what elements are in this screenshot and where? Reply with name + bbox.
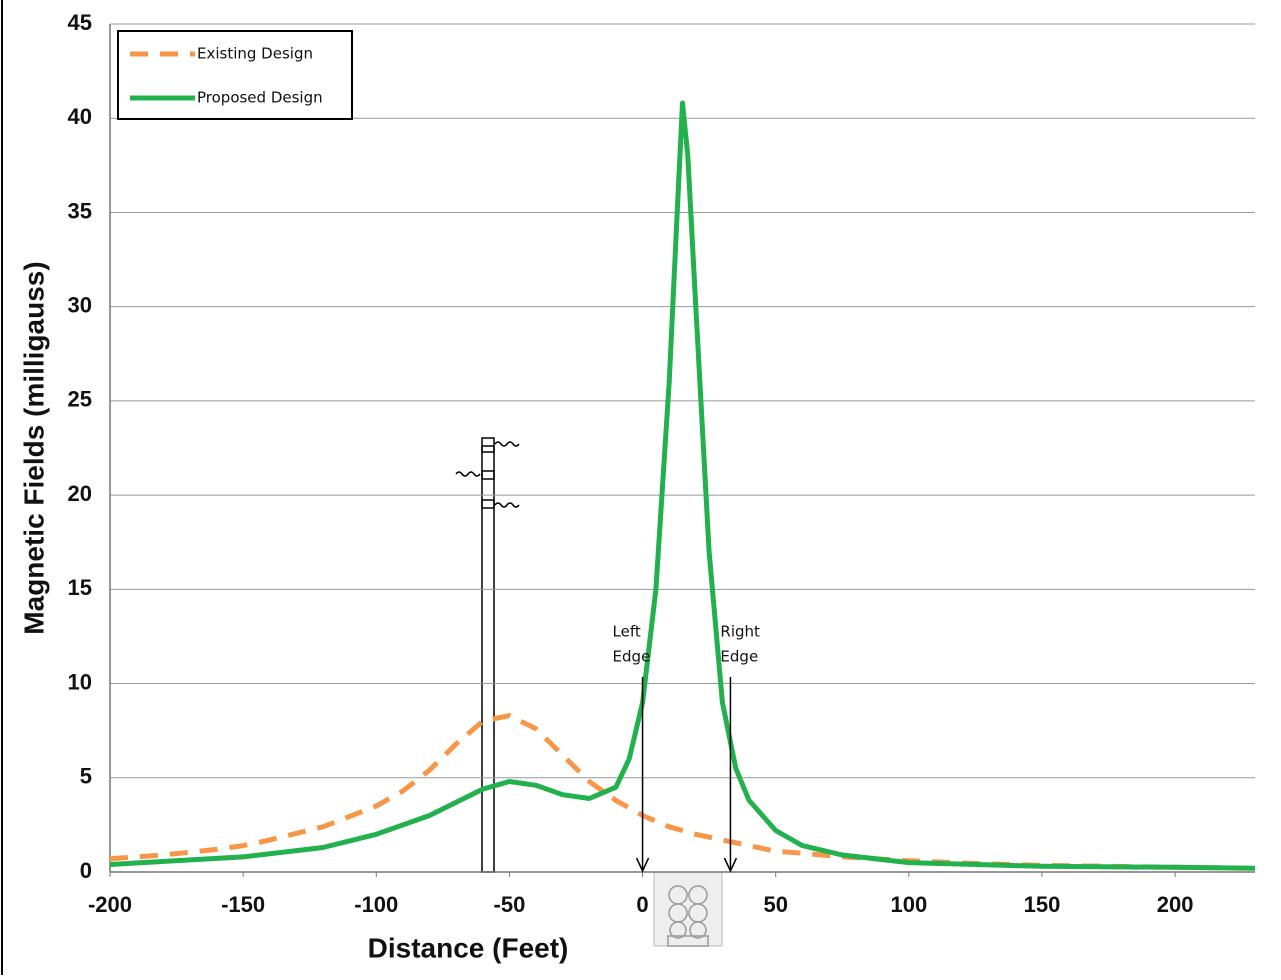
legend: Existing Design Proposed Design — [117, 30, 353, 120]
x-tick-label: 0 — [636, 892, 648, 917]
x-tick-label: -50 — [494, 892, 526, 917]
x-axis-title: Distance (Feet) — [368, 932, 569, 963]
y-tick-label: 20 — [68, 481, 92, 506]
x-tick-label: -150 — [221, 892, 265, 917]
y-tick-label: 40 — [68, 104, 92, 129]
x-tick-label: 150 — [1024, 892, 1061, 917]
pole-illustration — [455, 437, 520, 873]
y-tick-label: 0 — [80, 858, 92, 883]
annotation-arrowhead — [635, 857, 650, 873]
y-tick-label: 15 — [68, 575, 92, 600]
y-tick-label: 45 — [68, 10, 92, 35]
series-line — [109, 100, 1256, 871]
x-tick-label: -200 — [88, 892, 132, 917]
annotation-text: Left — [613, 623, 641, 641]
legend-label: Existing Design — [197, 45, 313, 63]
y-tick-label: 25 — [68, 387, 92, 412]
x-tick-label: 200 — [1157, 892, 1194, 917]
y-axis-title: Magnetic Fields (milligauss) — [18, 261, 49, 634]
y-tick-label: 30 — [68, 292, 92, 317]
y-tick-label: 5 — [80, 764, 92, 789]
annotation-text: Edge — [613, 648, 651, 666]
legend-label: Proposed Design — [197, 89, 323, 107]
x-tick-label: 50 — [763, 892, 787, 917]
x-tick-label: 100 — [890, 892, 927, 917]
legend-box — [117, 30, 353, 120]
annotation-text: Right — [720, 623, 760, 641]
conduit-illustration — [653, 871, 723, 947]
annotation-text: Edge — [720, 648, 758, 666]
y-tick-label: 10 — [68, 669, 92, 694]
annotation-arrowhead — [723, 857, 738, 873]
x-tick-label: -100 — [354, 892, 398, 917]
y-tick-label: 35 — [68, 198, 92, 223]
series-line — [109, 713, 1256, 871]
